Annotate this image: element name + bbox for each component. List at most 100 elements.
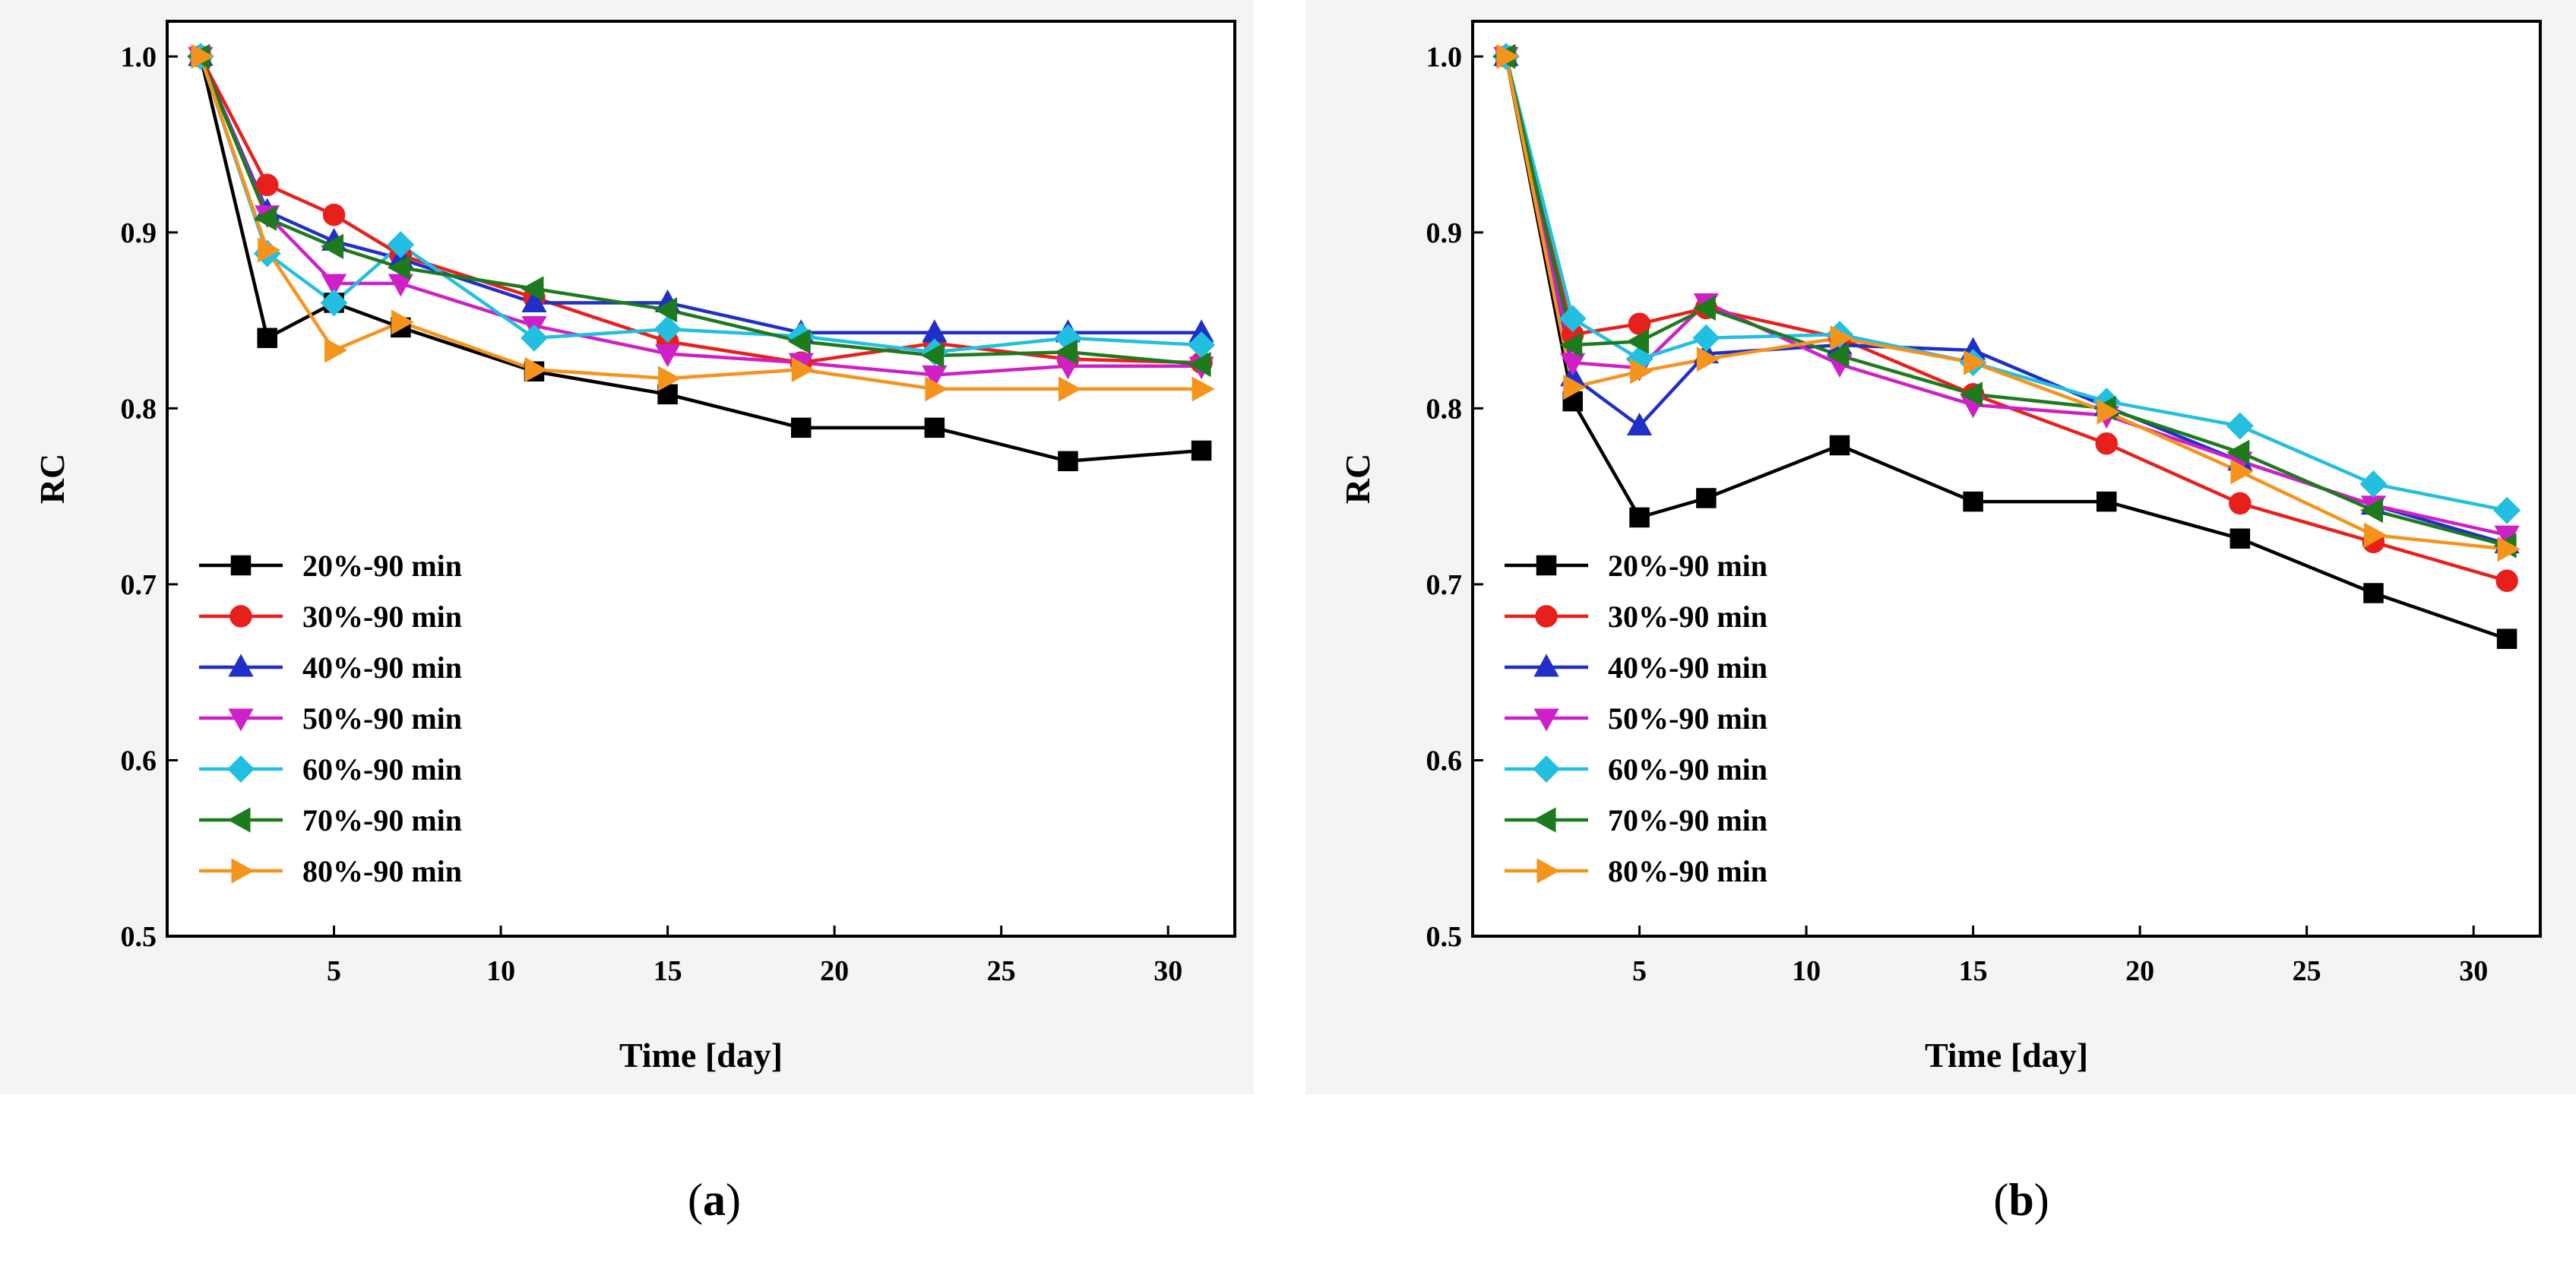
pa-series-0-point-9: [1191, 440, 1212, 461]
pa-series-3-point-7: [922, 365, 948, 388]
pb-legend-label-3: 50%-90 min: [1608, 701, 1767, 736]
pb-series-4-point-8: [2359, 470, 2388, 498]
pa-x-tick-label-30: 30: [1154, 955, 1182, 987]
pb-x-tick-label-15: 15: [1959, 955, 1988, 987]
pa-x-tick-label-10: 10: [486, 955, 515, 987]
caption-b-close: ): [2033, 1175, 2049, 1225]
pa-series-6-point-1: [258, 237, 281, 263]
pb-series-4-point-7: [2226, 412, 2254, 440]
pa-series-2-point-4: [521, 289, 547, 312]
pb-legend-marker-3: [1533, 708, 1559, 732]
pb-series-5-point-3: [1692, 295, 1716, 321]
pa-series-6-point-6: [791, 356, 815, 383]
pb-series-line-1: [1504, 55, 2508, 583]
pb-series-6-point-7: [2230, 459, 2254, 485]
caption-b-open: (: [1993, 1175, 2009, 1225]
pa-legend-marker-3: [228, 708, 254, 732]
pb-y-tick-label-0: 0.5: [1426, 921, 1463, 953]
pa-plot-area: [167, 21, 1235, 936]
pb-series-3-point-1: [1560, 353, 1586, 376]
pa-series-4-point-3: [387, 231, 415, 259]
pa-series-6-point-5: [658, 366, 682, 391]
pb-series-6-point-3: [1696, 346, 1720, 372]
pa-series-line-6: [198, 55, 1202, 391]
pa-series-4-point-4: [521, 324, 548, 352]
pb-legend-label-0: 20%-90 min: [1608, 549, 1767, 583]
panel-a-caption: (a): [638, 1174, 790, 1226]
pa-series-line-0: [198, 55, 1202, 464]
pb-series-line-6: [1504, 55, 2508, 551]
pa-series-5-point-2: [320, 233, 344, 259]
pb-series-5-point-5: [1960, 381, 1983, 407]
pb-y-tick-label-5: 1.0: [1426, 41, 1463, 73]
pa-legend-label-5: 70%-90 min: [302, 803, 462, 837]
pa-legend-marker-6: [231, 858, 255, 884]
pa-legend-label-3: 50%-90 min: [302, 701, 462, 736]
pb-x-tick-label-30: 30: [2459, 955, 2488, 987]
pa-y-tick-label-5: 1.0: [121, 41, 157, 73]
pb-series-5-point-4: [1826, 343, 1850, 369]
pb-legend-label-6: 80%-90 min: [1608, 854, 1767, 888]
pa-legend-label-4: 60%-90 min: [302, 752, 462, 787]
pb-series-line-4: [1504, 55, 2508, 512]
pa-legend-label-0: 20%-90 min: [302, 549, 462, 583]
pa-series-6-point-7: [925, 376, 948, 402]
pb-series-1-point-9: [2495, 569, 2518, 593]
pa-legend-marker-1: [229, 605, 252, 628]
pb-series-0-point-5: [1963, 491, 1983, 512]
pb-series-0-point-1: [1562, 391, 1583, 412]
pb-series-6-point-0: [1496, 43, 1520, 69]
pa-series-1-point-2: [322, 203, 346, 226]
pa-series-line-4: [198, 55, 1202, 354]
pb-x-tick-label-5: 5: [1632, 955, 1647, 987]
chart-panel-a: 5 10 15 20 25 30 0.5 0.6 0.7 0.8 0.9 1.0 Time [day] R…: [33, 20, 1236, 1075]
pb-series-6-point-1: [1563, 375, 1587, 400]
pb-legend-marker-0: [1536, 555, 1557, 576]
pa-x-tick-label-20: 20: [820, 955, 849, 987]
pa-series-6-point-2: [324, 337, 348, 363]
pb-y-axis-title: RC: [1338, 454, 1377, 504]
chart-panel-b: 5 10 15 20 25 30 0.5 0.6 0.7 0.8 0.9 1.0 Time [day] R…: [1338, 20, 2542, 1075]
pb-series-6-point-6: [2097, 399, 2120, 425]
pa-series-line-5: [198, 55, 1202, 366]
pb-y-tick-label-1: 0.6: [1426, 745, 1463, 777]
pb-series-6-point-9: [2497, 536, 2521, 562]
pb-series-4-point-9: [2493, 496, 2521, 524]
pa-x-tick-label-5: 5: [327, 955, 341, 987]
pb-y-tick-label-3: 0.8: [1426, 393, 1463, 425]
pa-series-5-point-6: [787, 328, 811, 354]
pb-series-5-point-2: [1625, 328, 1650, 354]
pa-legend-marker-0: [230, 555, 252, 576]
caption-a-open: (: [688, 1175, 703, 1225]
pa-series-4-point-2: [320, 289, 348, 317]
caption-b-letter: b: [2008, 1175, 2034, 1225]
pb-legend-marker-1: [1535, 605, 1558, 628]
pa-legend-marker-5: [227, 807, 251, 833]
pb-series-6-point-4: [1830, 325, 1853, 351]
pb-series-6-point-5: [1964, 350, 1987, 375]
pa-series-6-point-3: [391, 309, 414, 335]
pa-series-5-point-9: [1188, 351, 1211, 378]
pb-legend-marker-4: [1533, 755, 1560, 783]
pb-legend-marker-6: [1536, 858, 1560, 884]
pb-series-0-point-3: [1696, 488, 1717, 508]
pa-y-tick-label-1: 0.6: [121, 745, 157, 777]
pa-series-line-3: [198, 55, 1202, 377]
pb-y-tick-label-2: 0.7: [1426, 569, 1463, 601]
pb-x-axis-title: Time [day]: [1925, 1036, 2088, 1075]
pa-series-5-point-7: [921, 343, 945, 369]
pb-series-1-point-6: [2095, 432, 2118, 455]
pa-y-tick-label-0: 0.5: [121, 921, 157, 953]
pb-series-2-point-2: [1626, 413, 1653, 436]
pa-legend-marker-2: [228, 654, 254, 677]
pa-series-6-point-8: [1058, 376, 1082, 402]
pb-series-1-point-7: [2229, 492, 2252, 515]
pa-series-5-point-8: [1054, 339, 1078, 365]
pb-series-line-5: [1504, 55, 2508, 548]
pa-series-3-point-2: [321, 274, 347, 297]
pa-series-5-point-5: [654, 297, 678, 323]
caption-a-close: ): [726, 1175, 741, 1225]
pa-series-5-point-4: [521, 276, 544, 302]
pb-series-0-point-8: [2363, 583, 2384, 603]
pa-series-line-2: [198, 55, 1202, 335]
